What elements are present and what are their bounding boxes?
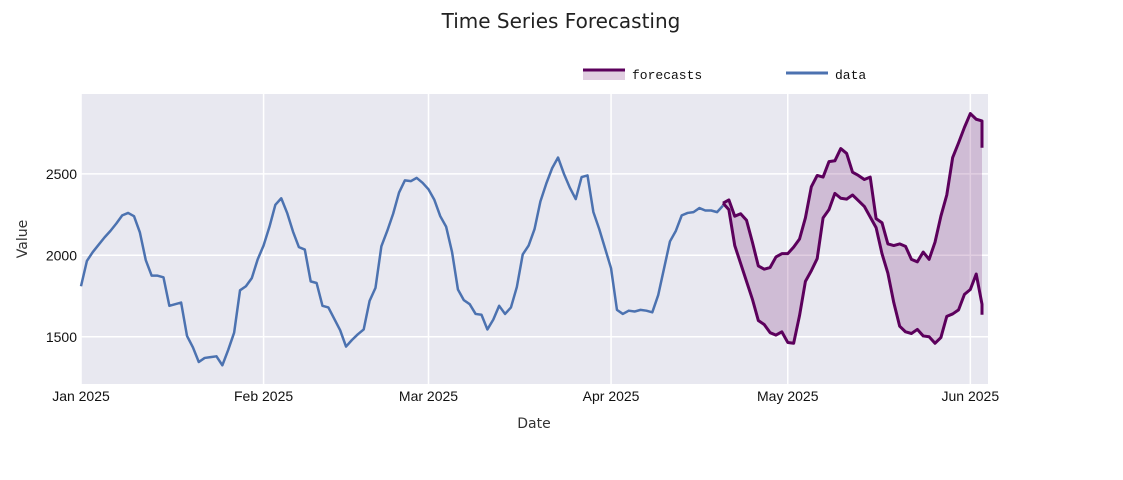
legend[interactable]: forecasts data — [583, 68, 866, 83]
forecast-band-group — [722, 113, 982, 344]
legend-label-data: data — [835, 68, 866, 83]
y-axis-ticks: 1500 2000 2500 — [46, 166, 77, 345]
x-tick-label: Apr 2025 — [583, 388, 640, 404]
plot-area — [81, 94, 988, 384]
x-axis-ticks: Jan 2025 Feb 2025 Mar 2025 Apr 2025 May 2025… — [52, 388, 999, 404]
legend-label-forecasts: forecasts — [632, 68, 702, 83]
legend-swatch-forecasts — [583, 70, 625, 80]
series-lines — [79, 112, 984, 367]
legend-item-data[interactable]: data — [786, 68, 866, 83]
x-tick-label: Feb 2025 — [234, 388, 293, 404]
data-series-line — [79, 156, 724, 367]
forecast-lower-line — [721, 191, 984, 345]
x-tick-label: Mar 2025 — [399, 388, 458, 404]
legend-item-forecasts[interactable]: forecasts — [583, 68, 702, 83]
forecast-band — [722, 113, 982, 344]
y-tick-label: 2000 — [46, 247, 77, 263]
x-tick-label: Jun 2025 — [942, 388, 1000, 404]
x-tick-label: May 2025 — [757, 388, 819, 404]
y-tick-label: 2500 — [46, 166, 77, 182]
x-axis-title: Date — [517, 416, 550, 432]
y-axis-title: Value — [15, 220, 31, 258]
x-tick-label: Jan 2025 — [52, 388, 110, 404]
forecast-upper-line — [722, 112, 984, 271]
y-tick-label: 1500 — [46, 329, 77, 345]
chart-title: Time Series Forecasting — [441, 9, 681, 33]
